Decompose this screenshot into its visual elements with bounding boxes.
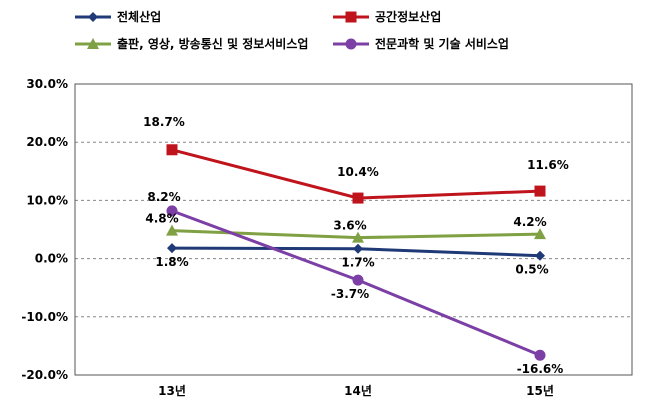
data-label: 1.7% [341,256,374,270]
y-tick-label: -20.0% [21,368,68,382]
data-label: 4.2% [513,215,546,229]
triangle-marker [166,224,178,236]
data-label: 11.6% [527,158,569,172]
diamond-marker [353,243,363,254]
triangle-marker [534,228,546,240]
triangle-marker [352,231,364,243]
x-axis: 13년 14년 15년 [158,384,554,398]
y-axis: 30.0% 20.0% 10.0% 0.0% -10.0% -20.0% [21,77,68,382]
data-label: 10.4% [337,165,379,179]
y-tick-label: 0.0% [35,252,68,266]
y-tick-label: 30.0% [26,77,68,91]
data-label: 1.8% [155,255,188,269]
x-tick-label: 13년 [158,384,186,398]
data-label: 4.8% [145,212,178,226]
y-tick-label: -10.0% [21,310,68,324]
data-label: -16.6% [517,362,564,376]
circle-marker [345,38,357,50]
circle-marker [352,274,364,286]
plot-area-frame [74,83,633,376]
data-labels: 1.8% 1.7% 0.5% 18.7% 10.4% 11.6% 4.8% 3.6% 4.2% 8… [143,115,569,376]
y-tick-label: 10.0% [26,193,68,207]
data-label: -3.7% [331,287,369,301]
data-label: 18.7% [143,115,185,129]
square-marker [352,192,364,204]
legend-label: 전문과학 및 기술 서비스업 [375,36,509,51]
diamond-marker [88,12,98,22]
circle-marker [534,349,546,361]
x-tick-label: 14년 [344,384,372,398]
square-marker [345,11,357,23]
diamond-marker [167,243,177,254]
y-tick-label: 20.0% [26,135,68,149]
data-label: 0.5% [515,263,548,277]
data-label: 8.2% [147,190,180,204]
data-label: 3.6% [333,219,366,233]
legend-label: 공간정보산업 [375,9,441,24]
x-tick-label: 15년 [526,384,554,398]
legend-label: 출판, 영상, 방송통신 및 정보서비스업 [117,36,308,51]
square-marker [534,185,546,197]
square-marker [166,144,178,156]
circle-marker [166,205,178,217]
diamond-marker [535,250,545,261]
triangle-marker [87,38,99,49]
series-markers [166,144,546,361]
legend-label: 전체산업 [117,9,161,24]
